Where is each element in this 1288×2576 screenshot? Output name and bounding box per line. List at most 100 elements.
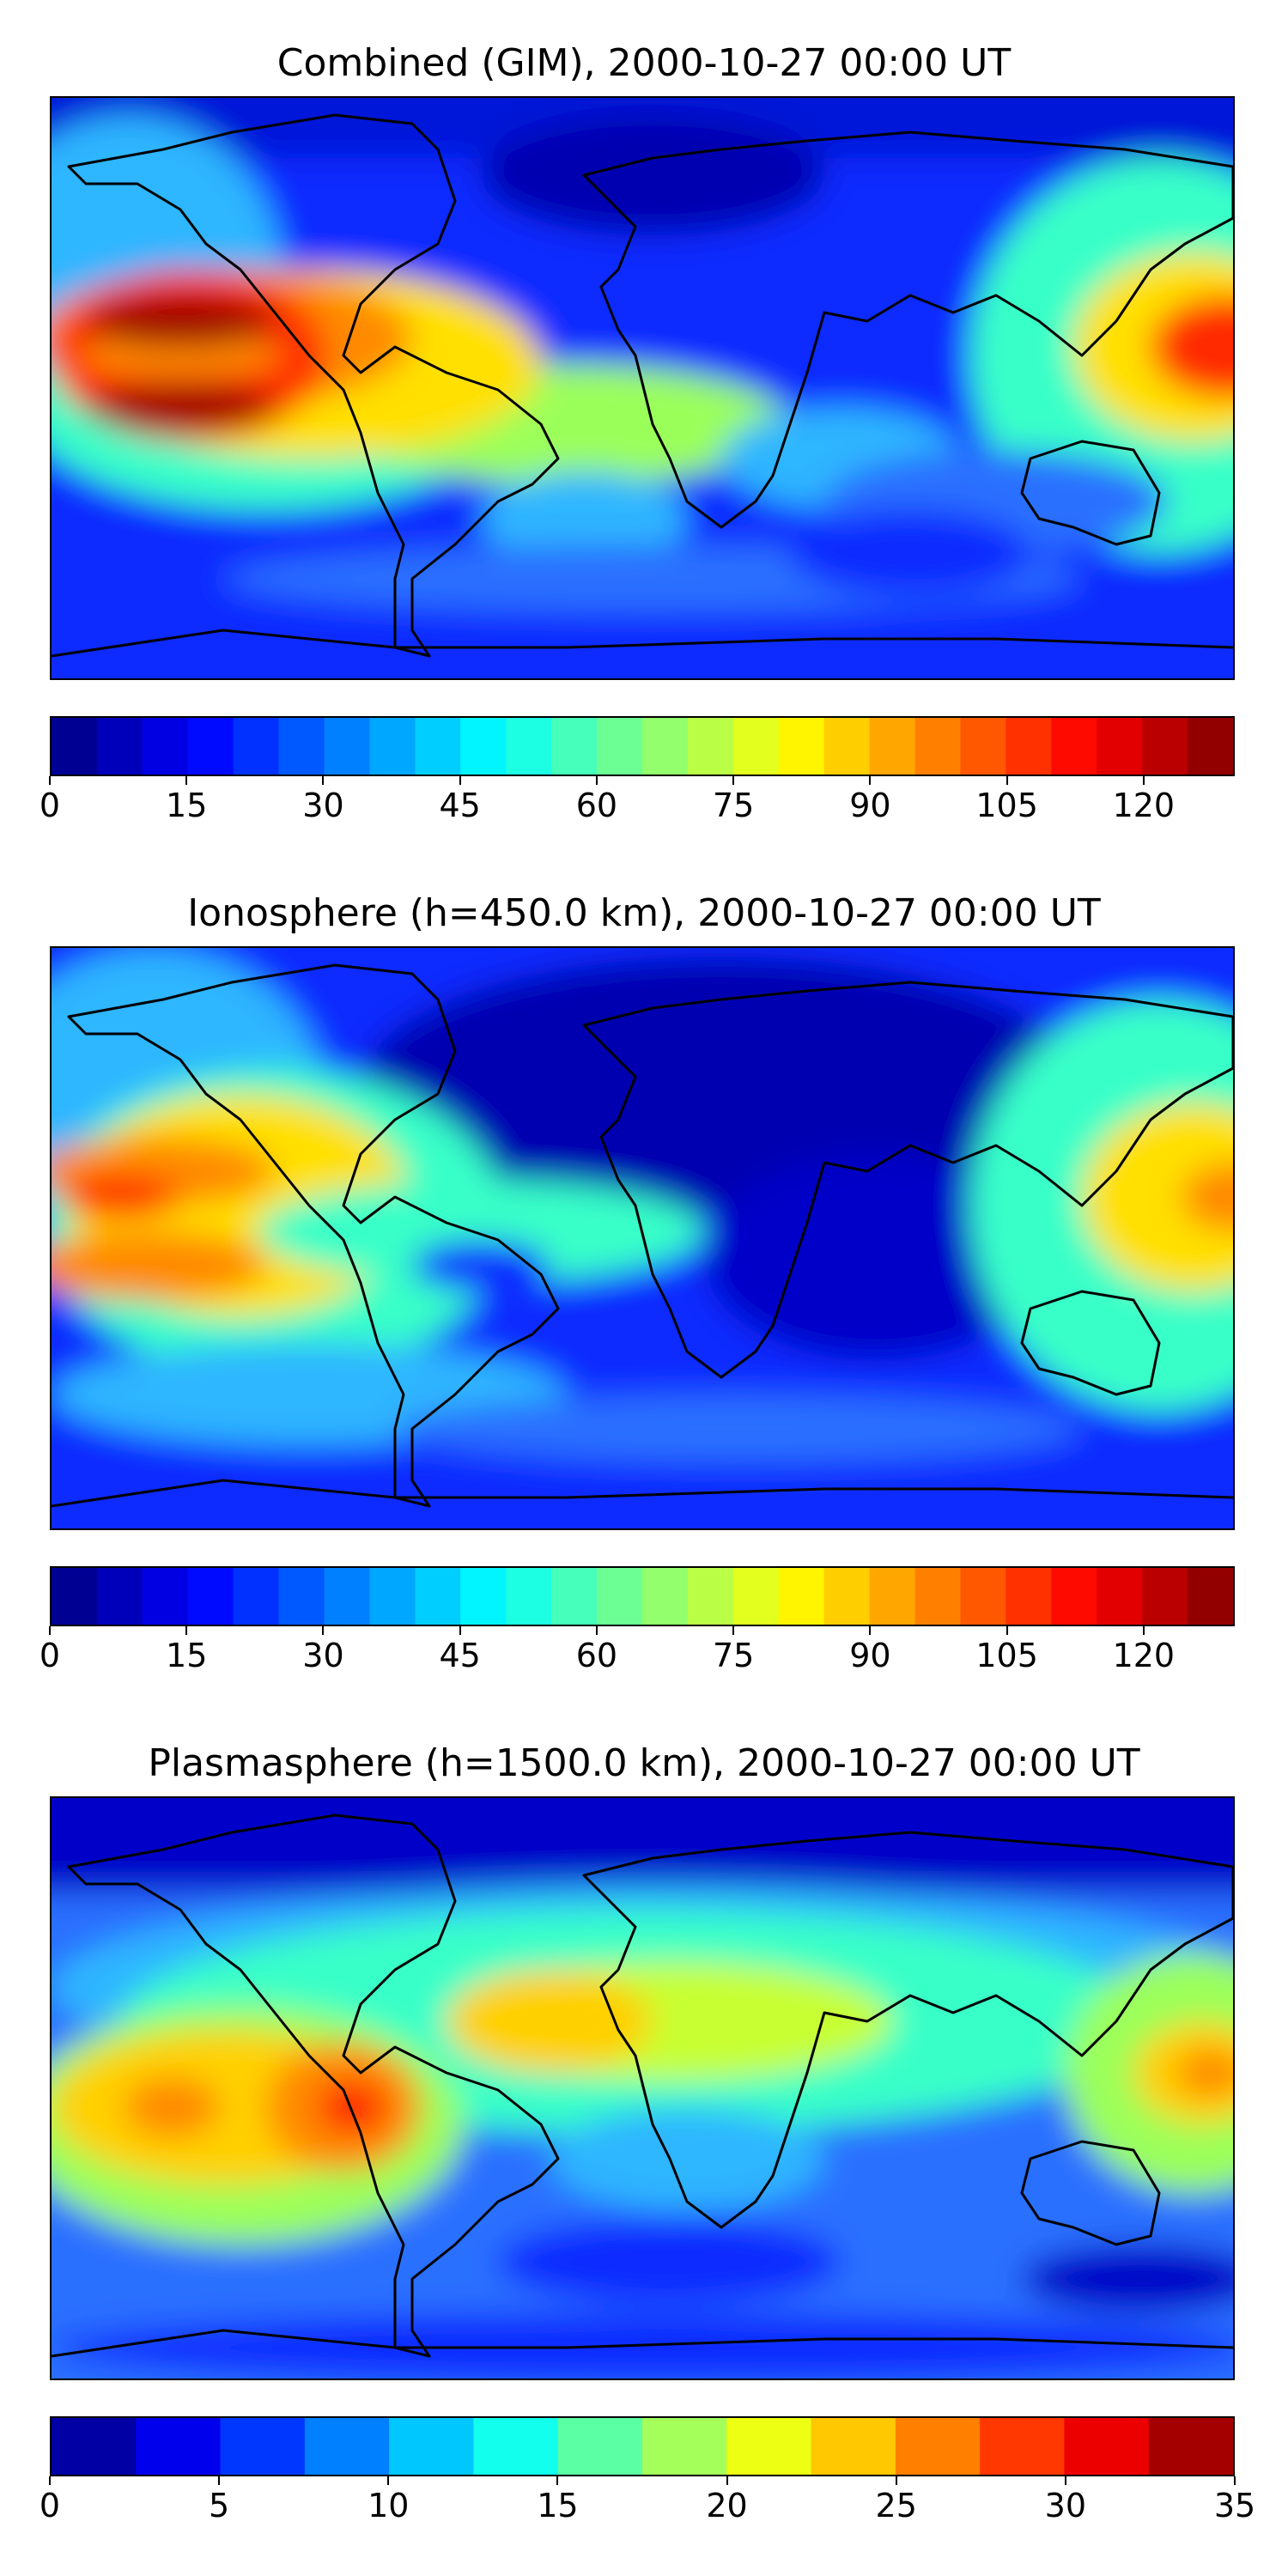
colorbar-tick	[869, 776, 872, 785]
colorbar-tick	[218, 2476, 221, 2485]
colorbar-swatch	[551, 718, 598, 775]
colorbar-swatch	[415, 718, 461, 775]
colorbar-tick	[595, 776, 598, 785]
colorbar-swatch	[52, 718, 98, 775]
colorbar-swatch	[136, 2418, 222, 2475]
colorbar-swatch	[642, 1568, 689, 1625]
colorbar-swatch	[960, 1568, 1006, 1625]
colorbar-tick-label: 60	[575, 787, 618, 824]
colorbar-ticks: 0 15 30 45 60 75 90 105 120	[39, 776, 1235, 828]
colorbar-tick-label: 45	[439, 1637, 481, 1674]
colorbar-ticks: 0 5 10 15 20 25 30 35	[39, 2476, 1255, 2528]
colorbar-tick	[895, 2476, 897, 2485]
colorbar-swatch	[1097, 718, 1143, 775]
colorbar-swatch	[1005, 1568, 1052, 1625]
colorbar-tick-label: 10	[368, 2487, 410, 2524]
colorbar-swatch	[506, 718, 552, 775]
colorbar-swatch	[220, 2418, 306, 2475]
colorbar-swatch	[557, 2418, 643, 2475]
colorbar-swatch	[52, 2418, 137, 2475]
colorbar-tick	[459, 776, 461, 785]
colorbar-swatch	[823, 718, 871, 775]
colorbar-swatch	[1148, 2418, 1233, 2475]
colorbar-swatch	[869, 1568, 916, 1625]
colorbar-tick-label: 105	[975, 1637, 1038, 1674]
colorbar-tick	[732, 776, 735, 785]
colorbar-swatch	[415, 1568, 461, 1625]
colorbar-swatch	[642, 718, 689, 775]
colorbar-swatch	[96, 718, 143, 775]
colorbar-tick-label: 0	[39, 1637, 61, 1674]
colorbar-tick-label: 75	[712, 787, 755, 824]
colorbar-tick	[49, 1626, 51, 1635]
colorbar-swatch	[869, 718, 916, 775]
colorbar-swatch	[778, 1568, 825, 1625]
colorbar-swatch	[233, 1568, 280, 1625]
colorbar-swatches	[52, 2418, 1233, 2475]
colorbar-tick-label: 75	[712, 1637, 755, 1674]
colorbar-swatch	[642, 2418, 727, 2475]
colorbar-tick-label: 90	[849, 787, 891, 824]
map-plot	[50, 96, 1235, 680]
colorbar-swatch	[1097, 1568, 1143, 1625]
colorbar-swatch	[960, 718, 1006, 775]
colorbar-tick-label: 25	[875, 2487, 917, 2524]
colorbar-tick-label: 15	[166, 787, 208, 824]
colorbar-tick-label: 0	[39, 2487, 61, 2524]
map-plot	[50, 1796, 1235, 2380]
chart-title: Ionosphere (h=450.0 km), 2000-10-27 00:0…	[187, 891, 1101, 935]
colorbar-swatch	[324, 1568, 371, 1625]
colorbar-swatch	[369, 1568, 416, 1625]
colorbar-tick	[387, 2476, 390, 2485]
colorbar-swatch	[324, 718, 371, 775]
colorbar-tick	[869, 1626, 872, 1635]
colorbar-tick	[49, 2476, 51, 2485]
colorbar-tick	[185, 1626, 188, 1635]
colorbar-swatch	[914, 718, 962, 775]
colorbar-tick	[459, 1626, 461, 1635]
colorbar-swatch	[1142, 1568, 1188, 1625]
colorbar-tick	[1005, 1626, 1008, 1635]
colorbar-swatch	[278, 718, 325, 775]
colorbar-swatch	[278, 1568, 325, 1625]
colorbar-swatch	[726, 2418, 812, 2475]
colorbar-swatch	[1051, 1568, 1097, 1625]
colorbar-swatch	[687, 1568, 734, 1625]
colorbar	[50, 1566, 1235, 1626]
colorbar	[50, 716, 1235, 776]
colorbar-tick-label: 30	[302, 787, 344, 824]
colorbar-swatch	[233, 718, 280, 775]
colorbar-tick-label: 35	[1213, 2487, 1256, 2524]
colorbar-tick	[322, 776, 325, 785]
colorbar-tick	[556, 2476, 559, 2485]
colorbar	[50, 2416, 1235, 2476]
colorbar-swatch	[506, 1568, 552, 1625]
colorbar-tick-label: 15	[537, 2487, 579, 2524]
colorbar-tick	[1142, 776, 1145, 785]
colorbar-tick-label: 90	[849, 1637, 891, 1674]
colorbar-swatch	[1188, 1568, 1233, 1625]
colorbar-swatch	[52, 1568, 98, 1625]
colorbar-tick	[732, 1626, 735, 1635]
colorbar-swatch	[687, 718, 734, 775]
colorbar-ticks: 0 15 30 45 60 75 90 105 120	[39, 1626, 1235, 1678]
colorbar-swatches	[52, 718, 1233, 775]
colorbar-swatch	[732, 1568, 780, 1625]
chart-title: Combined (GIM), 2000-10-27 00:00 UT	[276, 41, 1012, 85]
colorbar-swatch	[1188, 718, 1233, 775]
colorbar-tick	[726, 2476, 728, 2485]
colorbar-tick-label: 45	[439, 787, 481, 824]
colorbar-swatch	[778, 718, 825, 775]
colorbar-tick-label: 60	[575, 1637, 618, 1674]
colorbar-tick-label: 30	[1044, 2487, 1087, 2524]
colorbar-tick-label: 5	[209, 2487, 230, 2524]
colorbar-swatch	[142, 718, 189, 775]
colorbar-swatch	[597, 1568, 643, 1625]
colorbar-tick-label: 15	[166, 1637, 208, 1674]
colorbar-swatch	[1142, 718, 1188, 775]
colorbar-swatch	[389, 2418, 475, 2475]
colorbar-tick	[1005, 776, 1008, 785]
colorbar-tick	[1142, 1626, 1145, 1635]
colorbar-swatch	[895, 2418, 981, 2475]
colorbar-swatch	[1064, 2418, 1150, 2475]
